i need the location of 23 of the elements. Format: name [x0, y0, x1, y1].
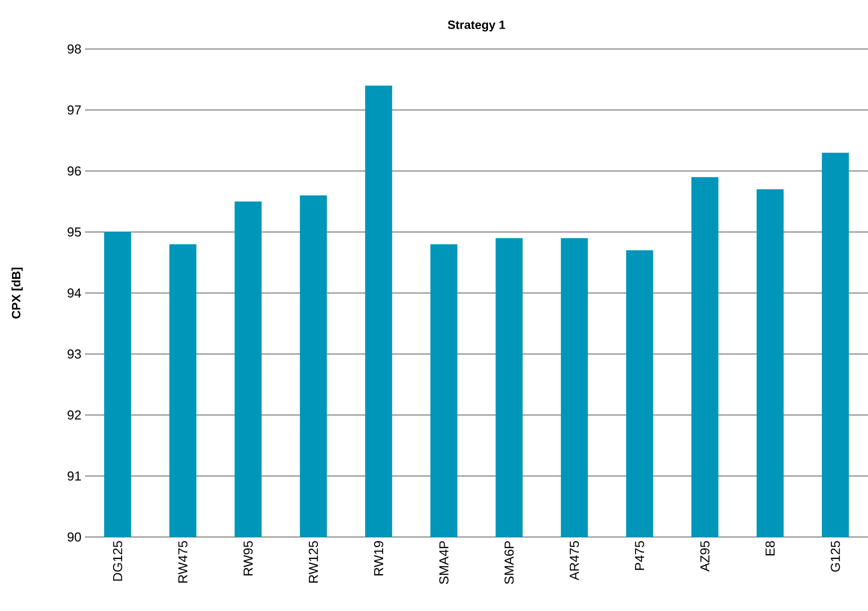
x-tick-label: RW475	[178, 541, 188, 583]
y-tick-label: 94	[68, 288, 82, 298]
x-tick-label: P475	[635, 541, 644, 570]
x-tick-label: AR475	[570, 541, 579, 580]
y-tick-label: 91	[68, 471, 81, 481]
x-tick-label: E8	[766, 541, 775, 556]
y-tick-label: 95	[68, 227, 81, 237]
x-tick-label: RW95	[244, 541, 253, 576]
y-tick-label: 90	[68, 532, 81, 542]
x-tick-label: AZ95	[700, 541, 710, 572]
y-tick-label: 93	[68, 349, 81, 359]
y-tick-label: 96	[68, 166, 81, 176]
x-tick-label: G125	[830, 541, 840, 572]
chart-title: Strategy 1	[448, 20, 506, 32]
x-tick-label: RW19	[374, 541, 384, 576]
x-tick-label: DG125	[113, 541, 122, 581]
x-tick-label: SMA4P	[439, 541, 448, 584]
y-tick-label: 98	[68, 44, 81, 54]
x-tick-label: SMA6P	[504, 541, 514, 584]
y-tick-label: 92	[68, 410, 81, 420]
x-tick-label: RW125	[308, 541, 318, 583]
y-axis-title: CPX [dB]	[12, 268, 23, 319]
y-tick-label: 97	[68, 105, 81, 115]
